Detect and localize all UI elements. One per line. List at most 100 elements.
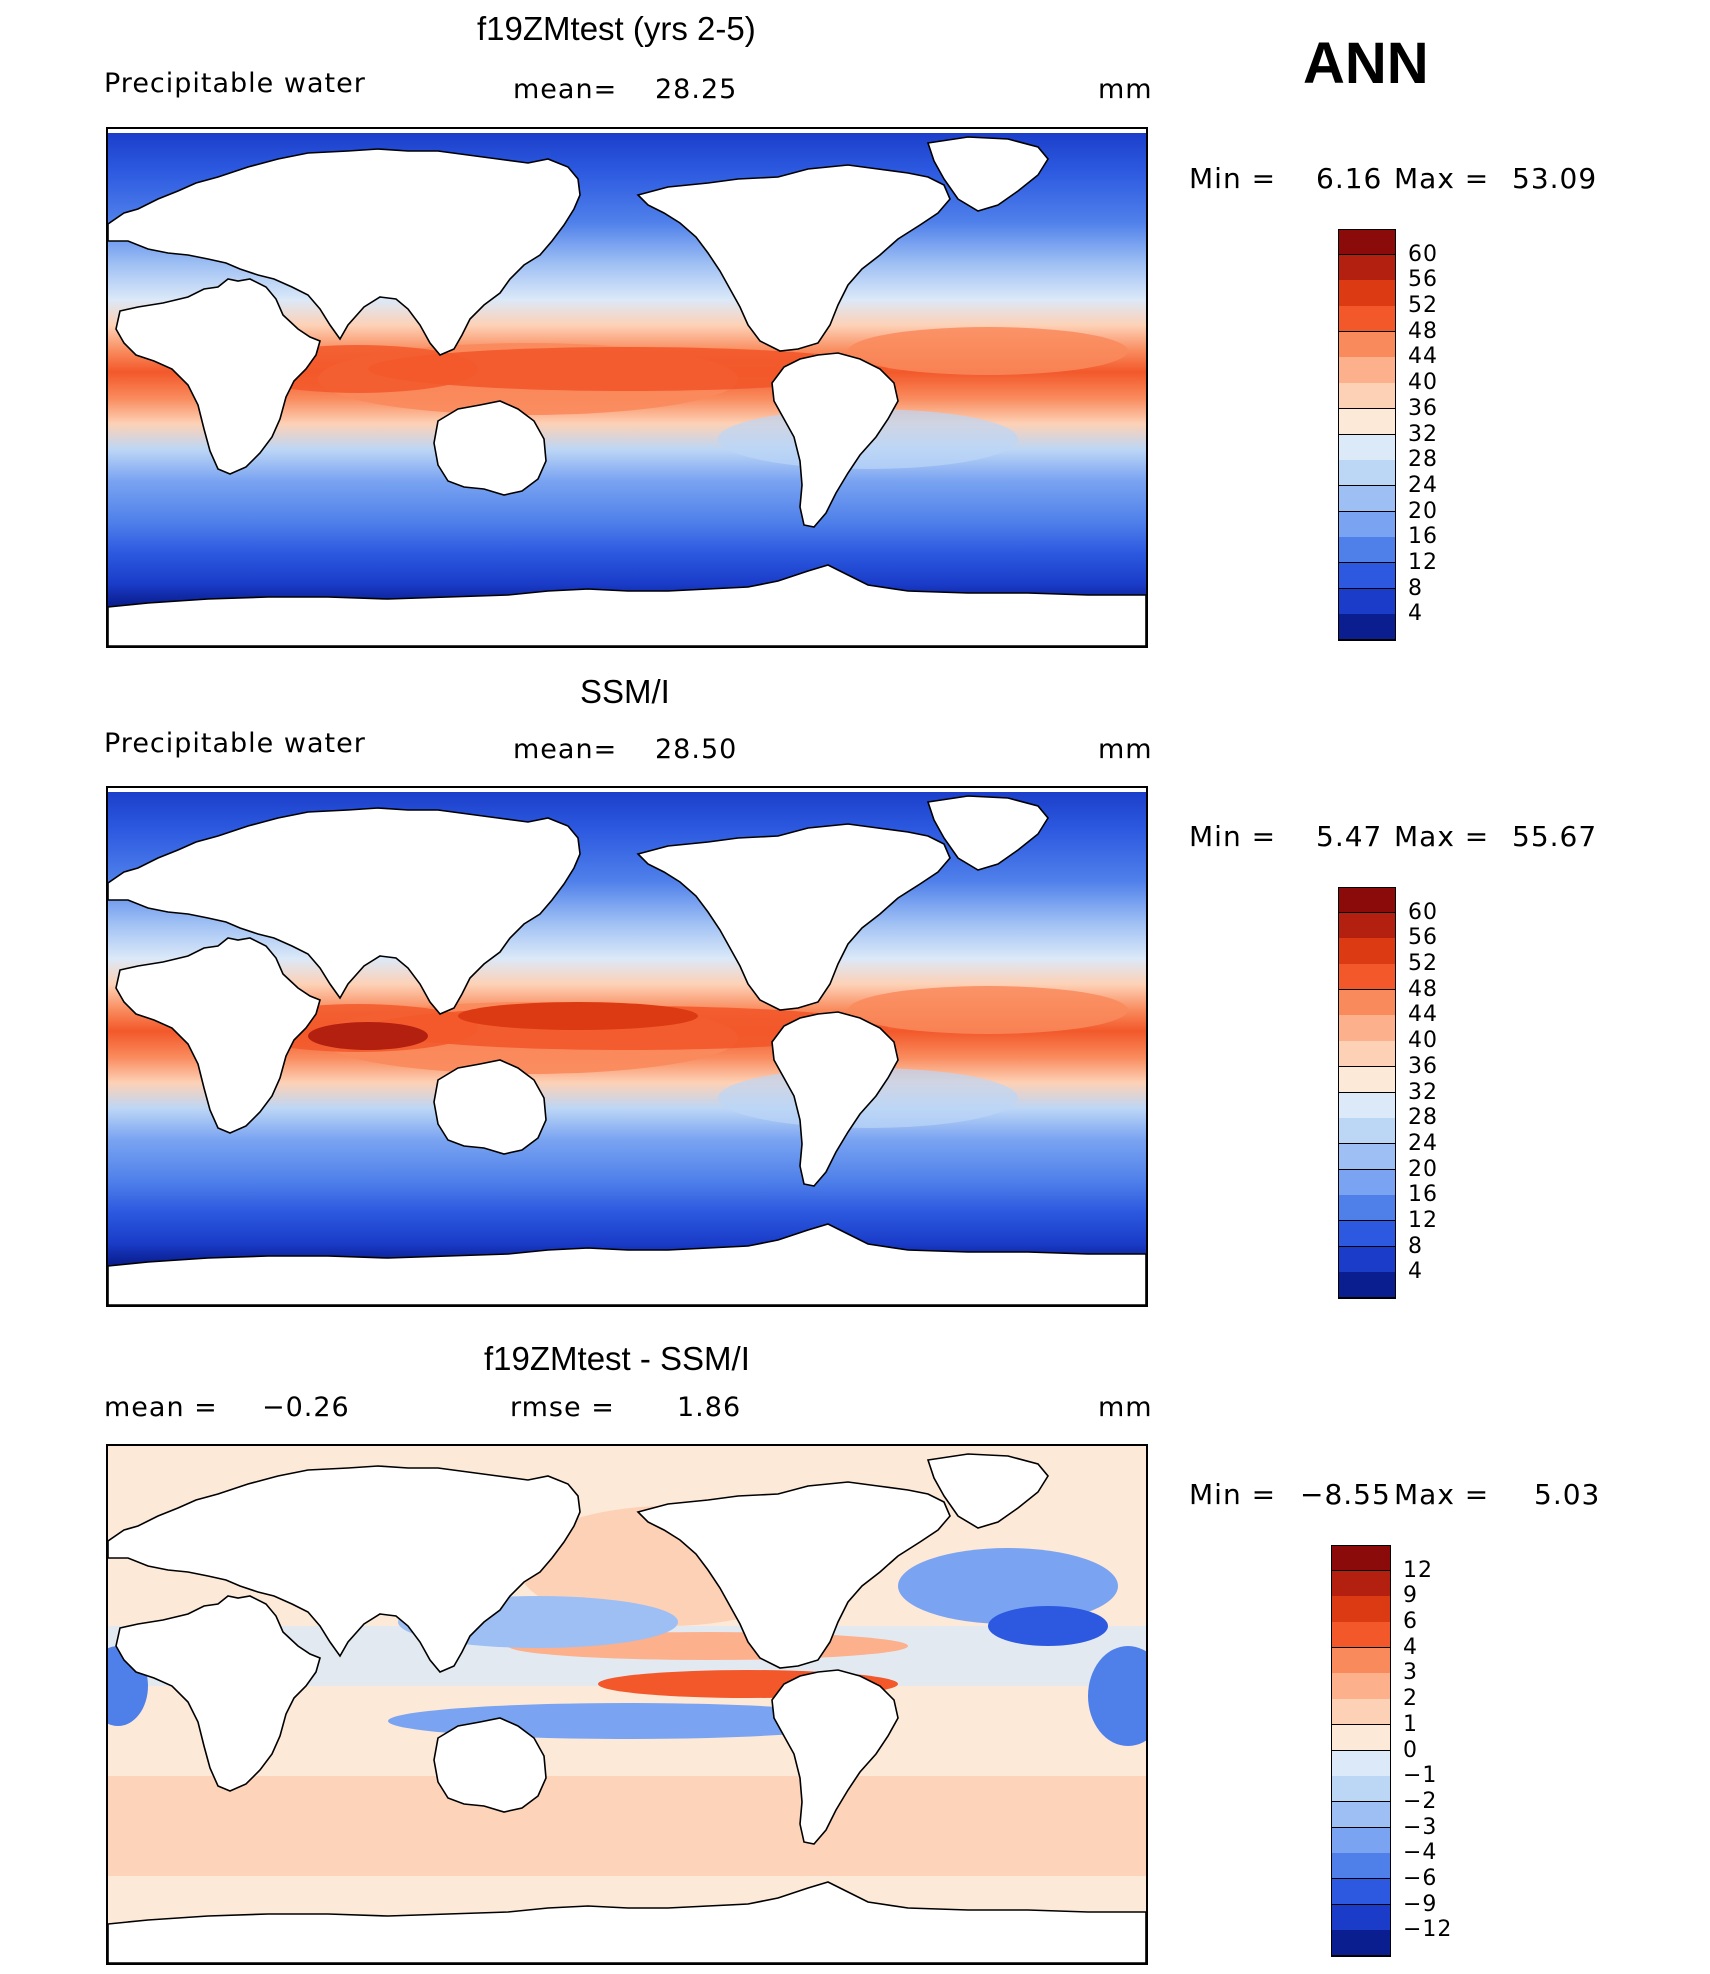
min-value: 5.47 — [1316, 820, 1383, 853]
colorbar-swatch — [1338, 887, 1396, 914]
colorbar-tick-label: 12 — [1408, 1207, 1438, 1233]
colorbar-tick-label: 8 — [1408, 575, 1423, 601]
colorbar: 12 9 6 4 3 2 1 0 −1 −2 −3 −4 −6 −9 −12 — [1331, 1545, 1451, 1957]
min-value: 6.16 — [1316, 162, 1383, 195]
mean-value: −0.26 — [262, 1392, 350, 1423]
colorbar-swatch — [1331, 1776, 1391, 1803]
units-label: mm — [1098, 74, 1153, 105]
min-value: −8.55 — [1300, 1478, 1391, 1511]
land-eurasia — [108, 1465, 581, 1673]
max-label: Max = — [1394, 162, 1490, 195]
colorbar-swatch — [1338, 1118, 1396, 1145]
min-label: Min = — [1189, 820, 1277, 853]
colorbar-tick-label: 48 — [1408, 976, 1438, 1002]
max-value: 55.67 — [1512, 820, 1598, 853]
colorbar-tick-label: 20 — [1408, 498, 1438, 524]
precipitable-water-map — [108, 129, 1146, 646]
colorbar-tick-label: 4 — [1408, 1259, 1423, 1285]
land-africa — [115, 278, 321, 475]
colorbar-swatch — [1338, 485, 1396, 513]
precipitable-water-map — [108, 788, 1146, 1305]
colorbar-swatch — [1338, 1169, 1396, 1196]
colorbar-swatch — [1338, 1220, 1396, 1248]
max-value: 53.09 — [1512, 162, 1598, 195]
land-greenland — [926, 136, 1049, 212]
colorbar-swatch — [1338, 1015, 1396, 1042]
colorbar-swatch — [1338, 357, 1396, 384]
field-label: Precipitable water — [104, 68, 366, 99]
colorbar-tick-label: −6 — [1403, 1865, 1438, 1891]
mean-label: mean= — [513, 734, 618, 765]
colorbar-swatch — [1338, 537, 1396, 564]
colorbar-swatch — [1331, 1622, 1391, 1649]
panel-title: SSM/I — [580, 673, 670, 710]
colorbar-swatch — [1331, 1904, 1391, 1931]
colorbar-tick-label: 56 — [1408, 925, 1438, 951]
mean-label: mean= — [513, 74, 618, 105]
mean-value: 28.50 — [655, 734, 738, 765]
colorbar-swatch — [1338, 588, 1396, 615]
colorbar-tick-label: 40 — [1408, 1028, 1438, 1054]
colorbar-tick-label: 44 — [1408, 1002, 1438, 1028]
land-antarctica — [108, 1881, 1146, 1963]
land-eurasia — [108, 148, 581, 356]
colorbar-swatch — [1338, 511, 1396, 538]
max-value: 5.03 — [1534, 1478, 1601, 1511]
land-namerica — [636, 823, 951, 1011]
colorbar-swatch — [1338, 1092, 1396, 1119]
colorbar-swatch — [1331, 1930, 1391, 1957]
colorbar-swatch — [1338, 460, 1396, 487]
colorbar-tick-label: 0 — [1403, 1737, 1418, 1763]
land-greenland — [926, 1453, 1049, 1529]
colorbar-tick-label: 6 — [1403, 1609, 1418, 1635]
colorbar-swatch — [1338, 229, 1396, 256]
colorbar: 60 56 52 48 44 40 36 32 28 24 20 16 12 8 4 — [1338, 887, 1437, 1299]
colorbar-tick-label: 16 — [1408, 524, 1438, 550]
colorbar-tick-label: −9 — [1403, 1891, 1438, 1917]
map-panel-model — [106, 127, 1148, 648]
colorbar-swatch — [1338, 306, 1396, 333]
land-australia — [433, 1717, 547, 1813]
land-namerica — [636, 1481, 951, 1669]
land-africa — [115, 1595, 321, 1792]
colorbar-tick-label: 60 — [1408, 899, 1438, 925]
colorbar-tick-label: 56 — [1408, 267, 1438, 293]
colorbar-swatch — [1331, 1647, 1391, 1674]
colorbar-swatch — [1338, 614, 1396, 641]
colorbar-swatch — [1338, 1143, 1396, 1171]
colorbar: 60 56 52 48 44 40 36 32 28 24 20 16 12 8 4 — [1338, 229, 1437, 641]
colorbar-tick-label: 3 — [1403, 1660, 1418, 1686]
colorbar-swatch — [1338, 1066, 1396, 1093]
colorbar-tick-label: 48 — [1408, 318, 1438, 344]
colorbar-swatch — [1338, 1195, 1396, 1222]
colorbar-tick-label: 52 — [1408, 951, 1438, 977]
colorbar-tick-label: 2 — [1403, 1686, 1418, 1712]
land-eurasia — [108, 807, 581, 1015]
rmse-value: 1.86 — [677, 1392, 742, 1423]
min-label: Min = — [1189, 162, 1277, 195]
field-label: Precipitable water — [104, 728, 366, 759]
max-label: Max = — [1394, 1478, 1490, 1511]
colorbar-tick-label: 16 — [1408, 1182, 1438, 1208]
units-label: mm — [1098, 1392, 1153, 1423]
colorbar-tick-label: 36 — [1408, 395, 1438, 421]
colorbar-tick-label: 32 — [1408, 1079, 1438, 1105]
colorbar-tick-label: 36 — [1408, 1053, 1438, 1079]
colorbar-tick-label: 40 — [1408, 370, 1438, 396]
mean-label: mean = — [104, 1392, 218, 1423]
colorbar-swatch — [1338, 254, 1396, 281]
colorbar-tick-label: 52 — [1408, 293, 1438, 319]
land-greenland — [926, 795, 1049, 871]
colorbar-frame — [1338, 887, 1396, 1298]
colorbar-swatch — [1338, 408, 1396, 435]
units-label: mm — [1098, 734, 1153, 765]
colorbar-frame — [1331, 1545, 1391, 1956]
colorbar-tick-label: 32 — [1408, 421, 1438, 447]
land-africa — [115, 937, 321, 1134]
colorbar-swatch — [1338, 280, 1396, 307]
colorbar-tick-label: 9 — [1403, 1583, 1418, 1609]
rmse-label: rmse = — [510, 1392, 615, 1423]
colorbar-tick-label: 4 — [1403, 1634, 1418, 1660]
colorbar-swatch — [1338, 1246, 1396, 1273]
map-panel-obs — [106, 786, 1148, 1307]
